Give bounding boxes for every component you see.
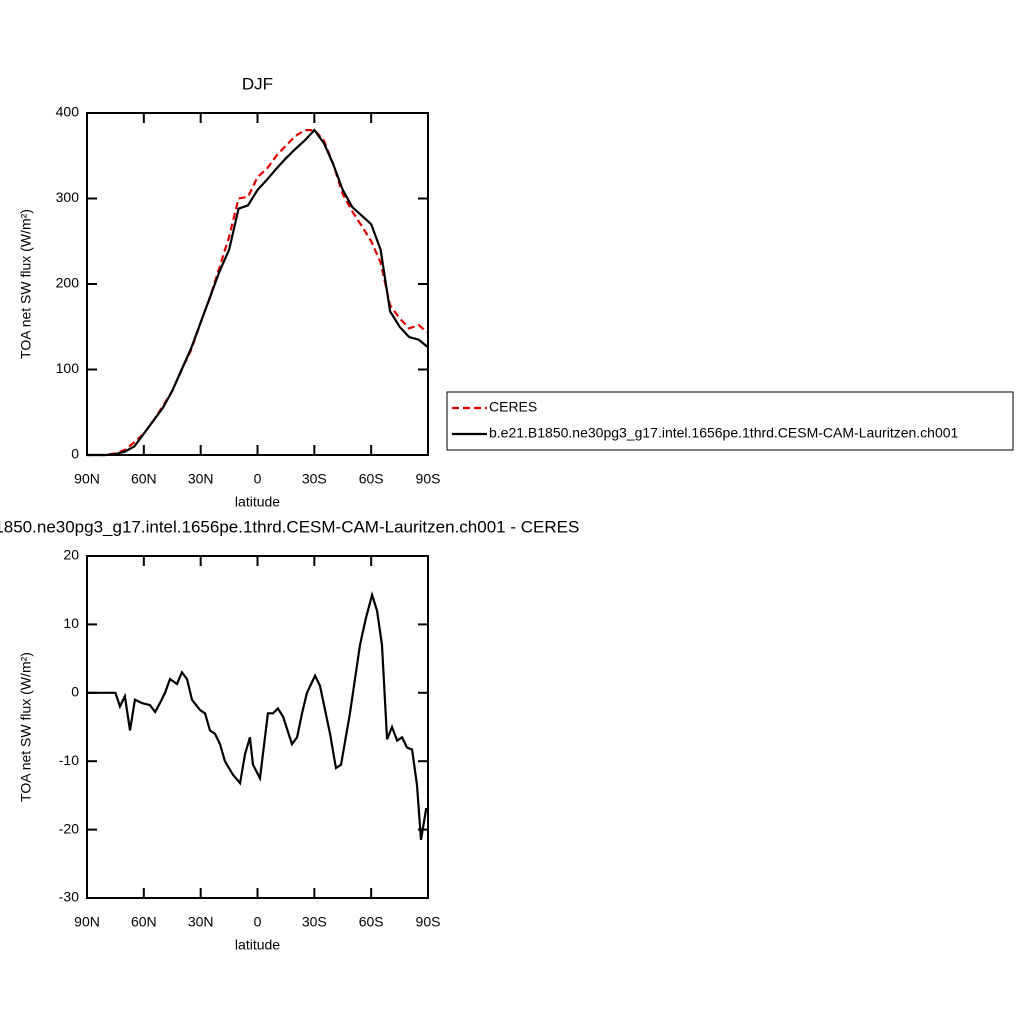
x-axis-label: latitude — [235, 494, 280, 510]
y-axis-label: TOA net SW flux (W/m²) — [18, 652, 34, 802]
x-tick-label: 30N — [188, 914, 214, 930]
x-tick-label: 0 — [254, 914, 262, 930]
chart-title: DJF — [242, 74, 273, 93]
y-tick-label: 0 — [71, 446, 79, 462]
x-tick-label: 90N — [74, 471, 100, 487]
y-tick-label: -10 — [59, 752, 79, 768]
series-line — [87, 129, 429, 457]
x-tick-label: 60N — [131, 914, 157, 930]
x-tick-label: 0 — [254, 471, 262, 487]
y-tick-label: 200 — [56, 275, 80, 291]
x-tick-label: 90S — [416, 914, 441, 930]
x-tick-label: 60N — [131, 471, 157, 487]
y-axis-label: TOA net SW flux (W/m²) — [18, 209, 34, 359]
y-tick-label: 10 — [63, 615, 79, 631]
x-tick-label: 60S — [359, 471, 384, 487]
y-tick-label: 20 — [63, 547, 79, 563]
y-tick-label: -20 — [59, 820, 79, 836]
y-tick-label: -30 — [59, 889, 79, 905]
y-tick-label: 300 — [56, 189, 80, 205]
x-tick-label: 60S — [359, 914, 384, 930]
legend-box — [446, 391, 1014, 451]
plot-frame — [86, 112, 429, 456]
x-tick-label: 90N — [74, 914, 100, 930]
x-tick-label: 30S — [302, 914, 327, 930]
x-tick-label: 30N — [188, 471, 214, 487]
series-line — [87, 591, 428, 841]
legend-label: b.e21.B1850.ne30pg3_g17.intel.1656pe.1th… — [489, 425, 959, 441]
x-tick-label: 30S — [302, 471, 327, 487]
plot-frame — [86, 555, 429, 899]
chart-title: b.e21.B1850.ne30pg3_g17.intel.1656pe.1th… — [0, 517, 579, 536]
y-tick-label: 0 — [71, 684, 79, 700]
x-axis-label: latitude — [235, 937, 280, 953]
legend-label: CERES — [489, 399, 537, 415]
x-tick-label: 90S — [416, 471, 441, 487]
series-line — [87, 128, 429, 457]
y-tick-label: 100 — [56, 360, 80, 376]
y-tick-label: 400 — [56, 104, 80, 120]
